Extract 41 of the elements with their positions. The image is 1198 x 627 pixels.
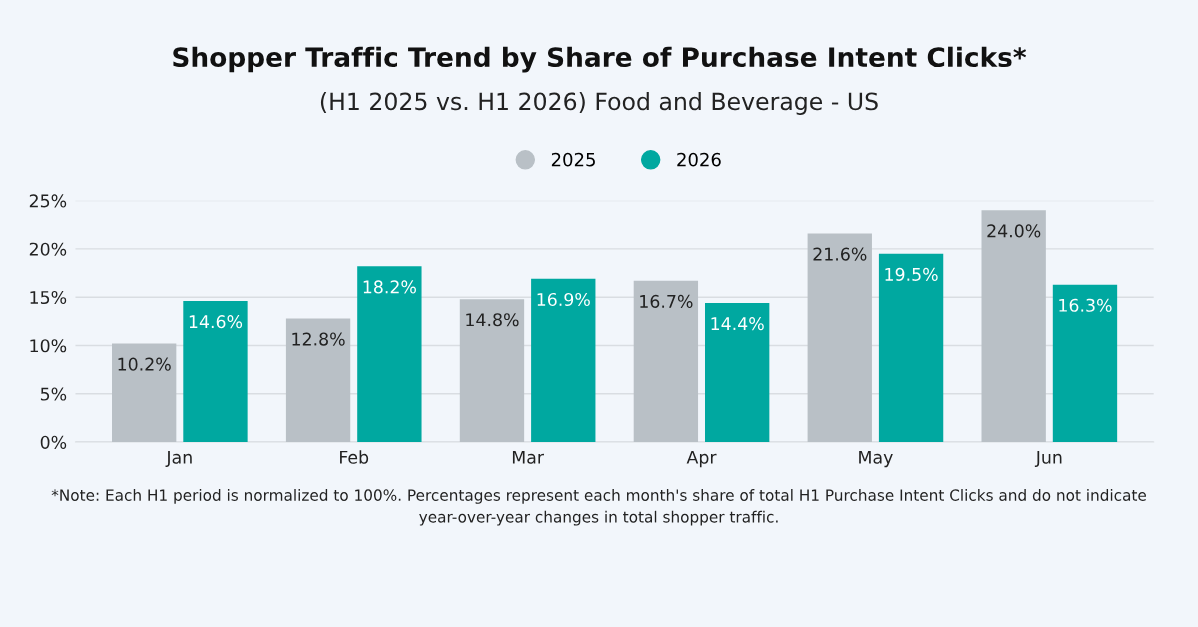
data-label: 14.8% <box>466 313 519 327</box>
y-tick-label: 25% <box>29 194 67 208</box>
text: *Note: Each H1 period is normalized to 100%. Percentages represent each month's share of total H1 Purchase Intent Clicks and do not indicate year-over-year changes in total shopper traffic. <box>51 489 1147 526</box>
data-label: 19.5% <box>885 267 938 281</box>
bar <box>981 210 1046 443</box>
data-label: 16.3% <box>1059 298 1112 312</box>
bar <box>531 278 596 443</box>
bar <box>878 253 944 443</box>
data-label: 14.6% <box>189 315 243 329</box>
x-tick-label: Mar <box>512 450 544 464</box>
data-label: 24.0% <box>987 224 1041 238</box>
bar <box>1052 284 1118 443</box>
y-tick-label: 20% <box>29 242 67 256</box>
bar <box>111 343 177 443</box>
legend-label: 2025 <box>551 152 595 167</box>
x-tick-label: Feb <box>340 450 369 464</box>
data-label: 12.8% <box>292 332 345 346</box>
data-label: 21.6% <box>813 247 867 261</box>
bar <box>705 302 770 443</box>
x-tick-label: Jan <box>165 450 192 468</box>
legend-label: 2026 <box>677 152 721 167</box>
bar <box>183 301 248 443</box>
y-tick-label: 10% <box>30 339 67 353</box>
bar <box>633 280 699 443</box>
y-tick-label: 5% <box>40 387 67 401</box>
data-label: 14.4% <box>711 317 764 331</box>
bar <box>285 318 351 443</box>
bar <box>459 299 525 443</box>
y-tick-label: 0% <box>40 435 67 449</box>
data-label: 10.2% <box>118 357 171 371</box>
chart-subtitle: (H1 2025 vs. H1 2026) Food and Beverage - US <box>320 92 878 115</box>
x-tick-label: Apr <box>686 450 717 468</box>
chart-title: Shopper Traffic Trend by Share of Purchase Intent Clicks* <box>173 46 1027 73</box>
data-label: 16.9% <box>537 292 590 307</box>
data-label: 18.2% <box>363 280 416 294</box>
x-tick-label: Jun <box>1034 450 1062 468</box>
data-label: 16.7% <box>640 294 693 308</box>
y-tick-label: 15% <box>30 290 67 305</box>
bar <box>357 266 422 443</box>
x-tick-label: May <box>859 450 893 468</box>
bar <box>807 233 872 443</box>
